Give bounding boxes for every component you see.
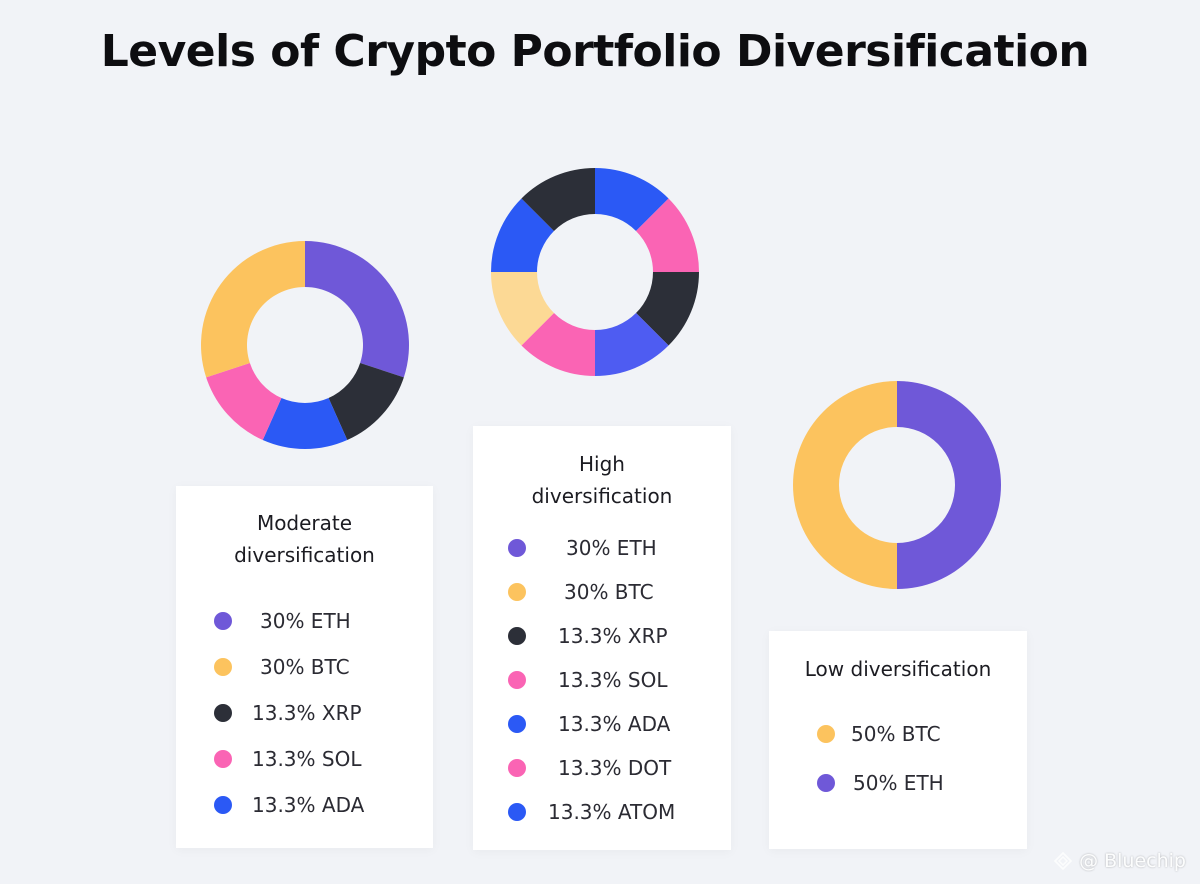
- legend-dot: [508, 803, 526, 821]
- donut-slice: [521, 313, 595, 377]
- donut-slice: [595, 313, 669, 376]
- legend-label: 50% BTC: [851, 722, 941, 746]
- legend-title-low: Low diversification: [769, 653, 1027, 685]
- legend-dot: [214, 750, 232, 768]
- legend-dot: [508, 759, 526, 777]
- legend-label: 30% ETH: [260, 609, 351, 633]
- legend-dot: [508, 671, 526, 689]
- legend-label: 30% BTC: [260, 655, 350, 679]
- legend-label: 13.3% ATOM: [548, 800, 676, 824]
- donut-slice: [206, 363, 282, 441]
- donut-slice: [636, 198, 699, 272]
- donut-slice: [595, 168, 669, 231]
- legend-title-line: diversification: [234, 543, 375, 567]
- legend-title-line: diversification: [531, 484, 673, 508]
- legend-label: 30% ETH: [566, 536, 657, 560]
- legend-dot: [214, 704, 232, 722]
- bluechip-logo-icon: [1053, 851, 1073, 871]
- donut-slice: [636, 272, 699, 346]
- donut-slice: [491, 272, 554, 346]
- legend-dot: [508, 715, 526, 733]
- legend-title-line: Moderate: [256, 511, 353, 535]
- legend-label: 50% ETH: [853, 771, 944, 795]
- legend-dot: [508, 627, 526, 645]
- donut-slice: [200, 241, 305, 378]
- legend-title-moderate: Moderate diversification: [176, 507, 433, 571]
- legend-label: 13.3% XRP: [252, 701, 362, 725]
- page-title: Levels of Crypto Portfolio Diversificati…: [100, 26, 1090, 77]
- legend-title-line: Low diversification: [804, 657, 992, 681]
- watermark-text: @ Bluechip: [1079, 850, 1186, 872]
- legend-dot: [214, 796, 232, 814]
- legend-card-low: Low diversification 50% BTC 50% ETH: [769, 631, 1027, 849]
- legend-label: 30% BTC: [564, 580, 654, 604]
- legend-title-high: High diversification: [473, 448, 731, 512]
- legend-label: 13.3% DOT: [558, 756, 672, 780]
- donut-slice: [521, 168, 595, 231]
- legend-dot: [508, 583, 526, 601]
- legend-dot: [214, 612, 232, 630]
- watermark: @ Bluechip: [1053, 850, 1186, 872]
- legend-dot: [817, 725, 835, 743]
- donut-slice: [262, 398, 348, 449]
- legend-label: 13.3% ADA: [558, 712, 671, 736]
- legend-dot: [817, 774, 835, 792]
- legend-label: 13.3% SOL: [558, 668, 668, 692]
- donut-slice: [305, 241, 409, 378]
- donut-slice: [491, 198, 554, 272]
- legend-dot: [214, 658, 232, 676]
- legend-label: 13.3% XRP: [558, 624, 668, 648]
- legend-label: 13.3% SOL: [252, 747, 362, 771]
- legend-dot: [508, 539, 526, 557]
- legend-card-moderate: Moderate diversification 30% ETH 30% BTC…: [176, 486, 433, 848]
- donut-slice: [328, 363, 404, 441]
- legend-title-line: High: [579, 452, 625, 476]
- donut-slice: [793, 381, 897, 589]
- legend-label: 13.3% ADA: [252, 793, 365, 817]
- donut-slice: [897, 381, 1001, 589]
- legend-card-high: High diversification 30% ETH 30% BTC 13.…: [473, 426, 731, 850]
